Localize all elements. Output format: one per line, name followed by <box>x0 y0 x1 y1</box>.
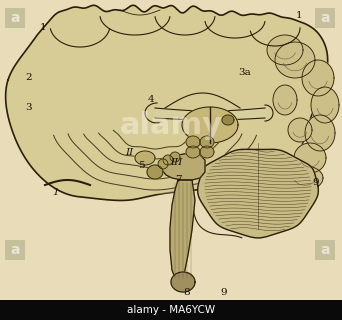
Text: 8: 8 <box>183 288 189 297</box>
Polygon shape <box>294 143 326 173</box>
Polygon shape <box>198 149 318 238</box>
Text: a: a <box>10 11 20 25</box>
Polygon shape <box>273 85 297 115</box>
Polygon shape <box>135 151 155 165</box>
Text: 9: 9 <box>312 178 319 187</box>
FancyBboxPatch shape <box>315 240 335 260</box>
Polygon shape <box>5 5 328 200</box>
FancyBboxPatch shape <box>315 8 335 28</box>
Text: alamy: alamy <box>119 110 223 140</box>
Text: III: III <box>170 158 182 167</box>
Text: 9: 9 <box>220 288 227 297</box>
Polygon shape <box>288 118 312 142</box>
Polygon shape <box>170 180 195 280</box>
Polygon shape <box>311 87 339 123</box>
Text: a: a <box>10 243 20 257</box>
Text: 1: 1 <box>40 23 47 32</box>
Polygon shape <box>186 146 200 158</box>
Text: II: II <box>125 148 133 157</box>
Polygon shape <box>287 166 323 190</box>
Polygon shape <box>182 107 238 143</box>
Polygon shape <box>275 42 315 78</box>
Polygon shape <box>171 272 195 292</box>
Polygon shape <box>267 35 303 65</box>
Text: a: a <box>320 243 330 257</box>
Bar <box>0 300 342 320</box>
Text: alamy - MA6YCW: alamy - MA6YCW <box>127 305 215 315</box>
Text: 4: 4 <box>148 95 155 104</box>
Text: 1: 1 <box>296 11 303 20</box>
Polygon shape <box>163 155 173 165</box>
Text: 1: 1 <box>52 188 58 197</box>
FancyBboxPatch shape <box>5 8 25 28</box>
Text: a: a <box>320 11 330 25</box>
Polygon shape <box>186 136 200 148</box>
Polygon shape <box>147 165 163 179</box>
Polygon shape <box>200 146 214 158</box>
Polygon shape <box>162 153 205 180</box>
Text: 7: 7 <box>175 175 182 184</box>
Polygon shape <box>305 115 335 151</box>
Polygon shape <box>170 152 180 162</box>
Text: 2: 2 <box>25 73 31 82</box>
Polygon shape <box>302 60 334 96</box>
Polygon shape <box>222 115 234 125</box>
Text: 5: 5 <box>138 161 145 170</box>
Text: 3a: 3a <box>238 68 251 77</box>
Text: 3: 3 <box>25 103 31 112</box>
Polygon shape <box>200 136 214 148</box>
Polygon shape <box>158 159 168 169</box>
FancyBboxPatch shape <box>5 240 25 260</box>
